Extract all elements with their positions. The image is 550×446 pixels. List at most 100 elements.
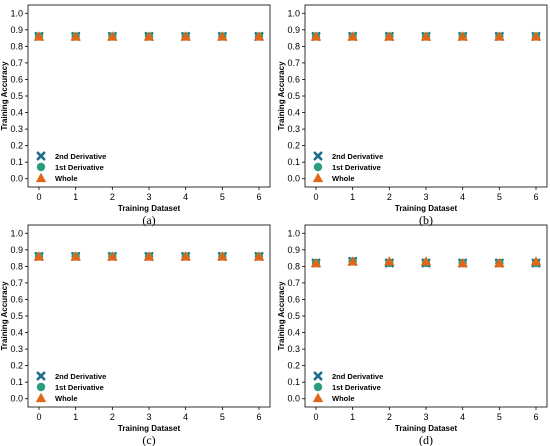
y-tick-label: 1.0 — [287, 228, 300, 238]
y-tick-label: 0.6 — [287, 294, 300, 304]
y-tick-label: 0.9 — [10, 25, 23, 35]
y-tick-label: 0.2 — [287, 141, 300, 151]
x-tick-label: 4 — [460, 192, 465, 202]
legend-label: 1st Derivative — [332, 383, 381, 392]
x-tick-label: 6 — [533, 192, 538, 202]
data-point-triangle — [70, 251, 81, 261]
x-tick-label: 5 — [220, 412, 225, 422]
data-point-triangle — [33, 31, 45, 41]
y-tick-label: 0.6 — [10, 74, 23, 84]
legend-marker-x — [313, 371, 323, 381]
panel-caption: (b) — [419, 213, 433, 227]
y-axis-label: Training Accuracy — [0, 281, 9, 351]
data-point-triangle — [530, 31, 542, 41]
data-point-triangle — [347, 256, 358, 266]
panel-caption: (a) — [142, 213, 155, 227]
y-tick-label: 0.6 — [287, 74, 300, 84]
y-tick-label: 0.5 — [287, 311, 300, 321]
y-tick-label: 0.8 — [287, 41, 300, 51]
chart-panel-c: 0.0 0.1 0.2 0.3 0.4 0.5 0.6 0.7 0.8 0.9 1.0 0 1 2 3 4 5 6… — [0, 224, 271, 446]
legend-marker-x — [36, 151, 46, 161]
panel-caption: (d) — [419, 433, 433, 446]
x-tick-label: 1 — [350, 412, 355, 422]
x-tick-label: 6 — [533, 412, 538, 422]
y-tick-label: 0.5 — [10, 311, 23, 321]
data-point-triangle — [107, 31, 118, 41]
y-tick-label: 0.9 — [287, 25, 300, 35]
x-tick-label: 3 — [146, 192, 151, 202]
data-point-triangle — [107, 251, 118, 261]
y-tick-label: 0.0 — [287, 394, 300, 404]
y-axis-label: Training Accuracy — [277, 61, 286, 131]
legend: 2nd Derivative 1st Derivative Whole — [35, 151, 106, 183]
legend-label: 1st Derivative — [332, 163, 381, 172]
legend-label: 2nd Derivative — [332, 152, 383, 161]
data-point-triangle — [143, 31, 155, 41]
y-tick-label: 0.4 — [287, 108, 300, 118]
y-tick-label: 0.1 — [10, 157, 23, 167]
y-tick-label: 0.1 — [10, 377, 23, 387]
x-tick-label: 3 — [146, 412, 151, 422]
x-axis-label: Training Dataset — [118, 424, 181, 433]
legend-label: 2nd Derivative — [55, 372, 106, 381]
x-axis-label: Training Dataset — [118, 204, 181, 213]
x-tick-label: 3 — [423, 412, 428, 422]
data-point-triangle — [457, 257, 468, 268]
chart-panel-b: 0.0 0.1 0.2 0.3 0.4 0.5 0.6 0.7 0.8 0.9 1.0 0 1 2 3 4 5 6… — [277, 4, 548, 227]
y-axis-label: Training Accuracy — [0, 61, 9, 131]
legend-label: 1st Derivative — [55, 383, 104, 392]
data-point-triangle — [310, 257, 322, 268]
y-tick-label: 0.3 — [10, 124, 23, 134]
y-tick-label: 1.0 — [287, 8, 300, 18]
data-point-triangle — [530, 256, 542, 266]
data-point-triangle — [143, 251, 155, 261]
legend-label: Whole — [332, 394, 355, 403]
legend-label: 2nd Derivative — [55, 152, 106, 161]
data-point-triangle — [420, 256, 432, 266]
legend-marker-triangle — [312, 172, 324, 183]
x-tick-label: 2 — [387, 192, 392, 202]
x-tick-label: 5 — [220, 192, 225, 202]
y-tick-label: 0.7 — [10, 278, 23, 288]
x-tick-label: 2 — [110, 412, 115, 422]
x-axis-label: Training Dataset — [395, 204, 458, 213]
data-point-triangle — [217, 31, 228, 41]
y-tick-label: 0.2 — [287, 361, 300, 371]
y-tick-label: 0.0 — [287, 174, 300, 184]
data-point-triangle — [253, 251, 265, 261]
x-tick-label: 5 — [497, 412, 502, 422]
x-tick-label: 4 — [183, 412, 188, 422]
data-point-triangle — [384, 31, 395, 41]
legend-marker-circle — [36, 382, 46, 392]
legend-marker-x — [313, 151, 323, 161]
panel-caption: (c) — [142, 433, 155, 446]
x-tick-label: 1 — [73, 192, 78, 202]
data-point-triangle — [180, 31, 191, 41]
y-tick-label: 0.1 — [287, 377, 300, 387]
x-tick-label: 0 — [313, 412, 318, 422]
data-point-triangle — [310, 31, 322, 41]
legend: 2nd Derivative 1st Derivative Whole — [312, 151, 383, 183]
y-tick-label: 0.7 — [287, 58, 300, 68]
legend-marker-x — [36, 371, 46, 381]
x-tick-label: 4 — [183, 192, 188, 202]
y-tick-label: 0.4 — [10, 328, 23, 338]
y-tick-label: 0.3 — [287, 344, 300, 354]
y-tick-label: 0.4 — [10, 108, 23, 118]
y-tick-label: 0.3 — [287, 124, 300, 134]
chart-panel-d: 0.0 0.1 0.2 0.3 0.4 0.5 0.6 0.7 0.8 0.9 1.0 0 1 2 3 4 5 6… — [277, 224, 548, 446]
y-axis-label: Training Accuracy — [277, 281, 286, 351]
legend-label: 1st Derivative — [55, 163, 104, 172]
y-tick-label: 0.6 — [10, 294, 23, 304]
legend-marker-triangle — [35, 172, 47, 183]
y-tick-label: 0.0 — [10, 394, 23, 404]
legend-label: Whole — [55, 174, 78, 183]
x-tick-label: 0 — [36, 412, 41, 422]
legend-marker-triangle — [312, 392, 324, 403]
y-tick-label: 0.3 — [10, 344, 23, 354]
x-axis-label: Training Dataset — [395, 424, 458, 433]
x-tick-label: 0 — [313, 192, 318, 202]
y-tick-label: 0.5 — [287, 91, 300, 101]
y-tick-label: 0.4 — [287, 328, 300, 338]
